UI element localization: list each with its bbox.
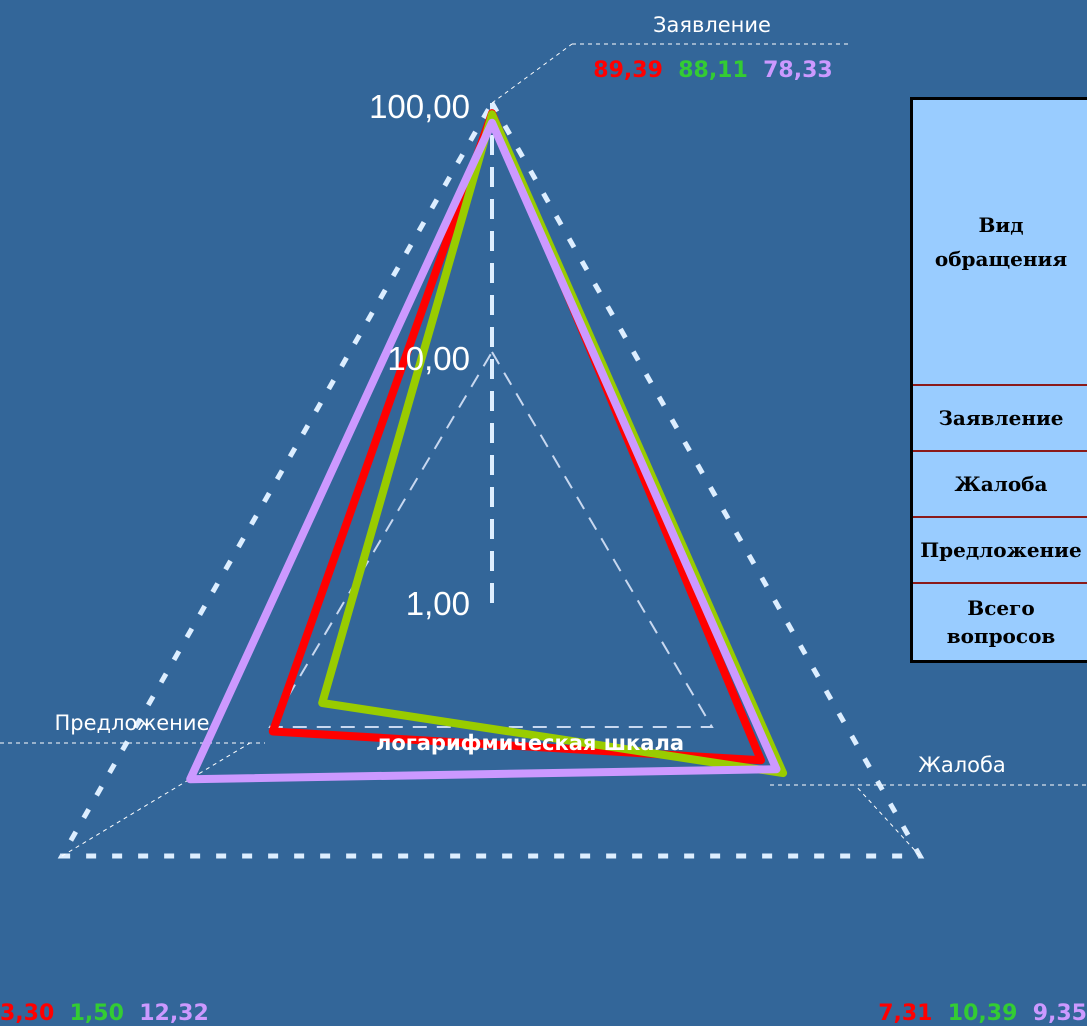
table-header: Вид обращения [913,100,1087,386]
tick-label: 100,00 [369,88,470,125]
table-row-label: Предложение [920,538,1082,562]
series-line-2 [318,110,788,778]
table-row: Жалоба [913,452,1087,518]
series-line-3 [186,118,781,784]
data-label-group: 3,30 1,50 12,32 [0,1001,209,1026]
data-label-group: 7,31 10,39 9,35 [878,1001,1087,1026]
table-row: Заявление [913,386,1087,452]
data-label: 10,39 [932,1001,1017,1026]
legend-table: Вид обращения Заявление Жалоба Предложен… [910,97,1087,663]
data-label: 3,30 [0,1001,54,1026]
table-row-label: Всего вопросов [946,596,1056,648]
axis-label: Заявление [653,13,771,37]
axis-label: Жалоба [918,753,1006,777]
frame-leader [854,784,921,857]
data-label: 7,31 [878,1001,932,1026]
label-layer: 100,00 10,00 1,00 Заявление Жалоба Предложени… [0,13,1087,1026]
scale-note: логарифмическая шкала [376,731,684,755]
table-row-label: Заявление [938,406,1064,430]
data-label: 88,11 [663,58,748,83]
data-label: 1,50 [54,1001,124,1026]
tick-label: 1,00 [406,585,470,622]
table-row: Всего вопросов [913,584,1087,660]
data-label: 9,35 [1017,1001,1087,1026]
series-layer [186,109,788,784]
data-label-group: 89,39 88,11 78,33 [593,58,832,83]
frame-leader [491,43,573,104]
data-label: 78,33 [748,58,833,83]
data-label: 12,32 [124,1001,209,1026]
frame-leader [61,742,251,857]
tick-label: 10,00 [387,340,470,377]
table-row-label: Жалоба [954,472,1048,496]
table-header-label: Вид обращения [934,213,1068,271]
table-row: Предложение [913,518,1087,584]
axis-label: Предложение [55,711,210,735]
data-label: 89,39 [593,58,663,83]
